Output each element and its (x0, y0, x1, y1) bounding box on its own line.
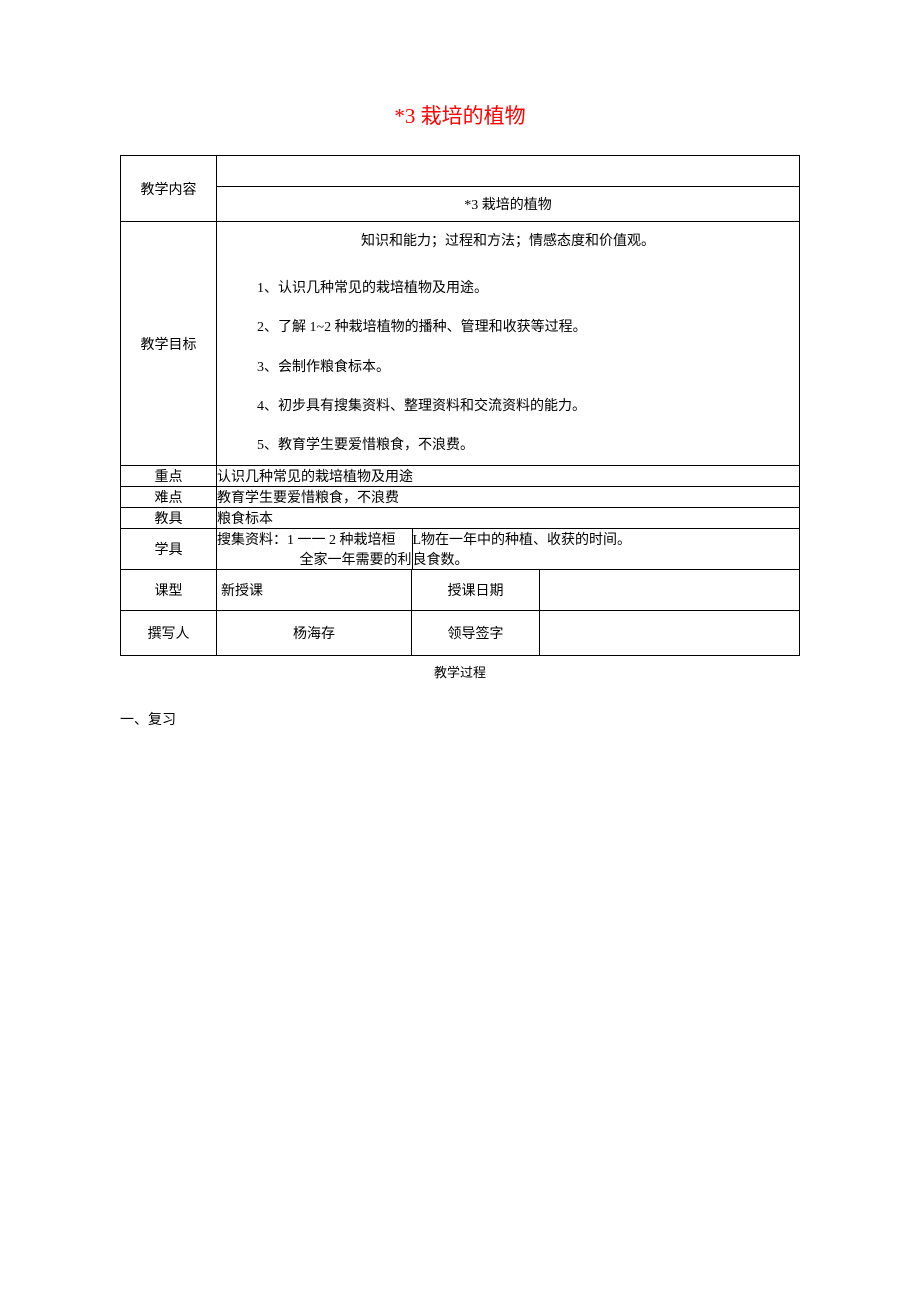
leader-sign-value (540, 611, 800, 656)
table-row: 难点 教育学生要爱惜粮食，不浪费 (121, 487, 800, 508)
content-empty-row (217, 156, 799, 186)
label-difficulty: 难点 (121, 487, 217, 508)
label-content: 教学内容 (121, 156, 217, 222)
goal-item: 3、会制作粮食标本。 (257, 348, 799, 387)
table-row: 重点 认识几种常见的栽培植物及用途 (121, 466, 800, 487)
goals-list: 1、认识几种常见的栽培植物及用途。 2、了解 1~2 种栽培植物的播种、管理和收… (217, 269, 799, 465)
goal-item: 5、教育学生要爱惜粮食，不浪费。 (257, 426, 799, 465)
label-keypoint: 重点 (121, 466, 217, 487)
lesson-plan-table: 教学内容 *3 栽培的植物 教学目标 知识和能力；过程和方法；情感态度和价值观。… (120, 155, 800, 656)
label-class-date: 授课日期 (412, 570, 540, 611)
table-row: 课型 新授课 授课日期 (121, 570, 800, 611)
section-review: 一、复习 (120, 709, 800, 729)
label-leader-sign: 领导签字 (412, 611, 540, 656)
page-title: *3 栽培的植物 (394, 104, 525, 128)
material-line2-left: 全家一年需要的利 (217, 549, 412, 569)
label-author: 撰写人 (121, 611, 217, 656)
table-row: 教具 粮食标本 (121, 508, 800, 529)
material-line1-left: 搜集资料：1 一一 2 种栽培桓 (217, 529, 412, 549)
teaching-tool-value: 粮食标本 (217, 508, 800, 529)
goal-item: 4、初步具有搜集资料、整理资料和交流资料的能力。 (257, 387, 799, 426)
content-sub-table: *3 栽培的植物 (217, 156, 799, 221)
class-type-value: 新授课 (217, 570, 412, 611)
class-date-value (540, 570, 800, 611)
difficulty-value: 教育学生要爱惜粮食，不浪费 (217, 487, 800, 508)
label-class-type: 课型 (121, 570, 217, 611)
content-title-text: *3 栽培的植物 (217, 186, 799, 221)
student-tool-cell: 搜集资料：1 一一 2 种栽培桓 L物在一年中的种植、收获的时间。 全家一年需要… (217, 529, 800, 570)
label-teaching-tool: 教具 (121, 508, 217, 529)
table-row: 学具 搜集资料：1 一一 2 种栽培桓 L物在一年中的种植、收获的时间。 全家一… (121, 529, 800, 570)
material-sub-table: 搜集资料：1 一一 2 种栽培桓 L物在一年中的种植、收获的时间。 全家一年需要… (217, 529, 799, 569)
keypoint-value: 认识几种常见的栽培植物及用途 (217, 466, 800, 487)
table-row: 撰写人 杨海存 领导签字 (121, 611, 800, 656)
table-row: 教学内容 *3 栽培的植物 (121, 156, 800, 222)
process-title: 教学过程 (120, 662, 800, 681)
page-title-container: *3 栽培的植物 (120, 100, 800, 130)
material-line2-right: 良食数。 (412, 549, 799, 569)
author-value: 杨海存 (217, 611, 412, 656)
label-student-tool: 学具 (121, 529, 217, 570)
table-row: 教学目标 知识和能力；过程和方法；情感态度和价值观。 1、认识几种常见的栽培植物… (121, 222, 800, 466)
label-goals: 教学目标 (121, 222, 217, 466)
goal-item: 1、认识几种常见的栽培植物及用途。 (257, 269, 799, 308)
goals-cell: 知识和能力；过程和方法；情感态度和价值观。 1、认识几种常见的栽培植物及用途。 … (217, 222, 800, 466)
goals-header: 知识和能力；过程和方法；情感态度和价值观。 (217, 222, 799, 261)
material-line1-right: L物在一年中的种植、收获的时间。 (412, 529, 799, 549)
content-cell: *3 栽培的植物 (217, 156, 800, 222)
goal-item: 2、了解 1~2 种栽培植物的播种、管理和收获等过程。 (257, 308, 799, 347)
